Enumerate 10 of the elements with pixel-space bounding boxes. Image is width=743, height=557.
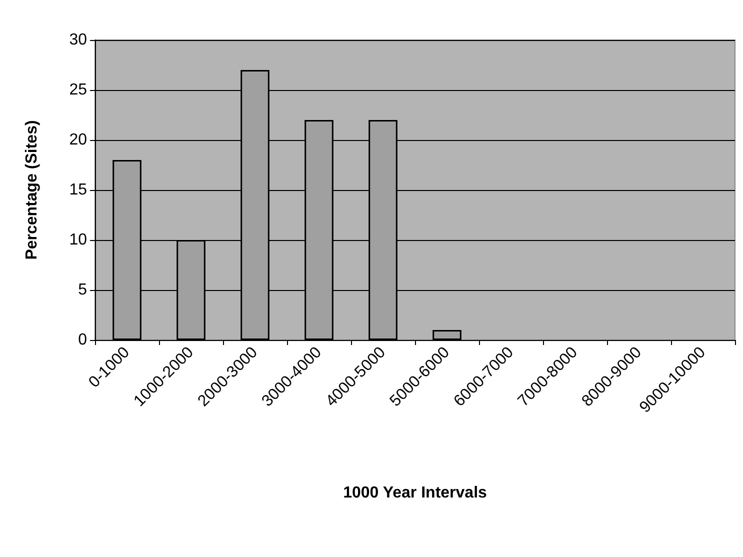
x-axis-title: 1000 Year Intervals bbox=[343, 484, 488, 502]
y-tick-label: 25 bbox=[69, 82, 88, 98]
y-tick-label: 20 bbox=[69, 132, 88, 148]
y-tick-label: 30 bbox=[69, 32, 88, 48]
bar bbox=[432, 330, 462, 340]
y-tick-label: 5 bbox=[78, 282, 88, 298]
y-axis-title: Percentage (Sites) bbox=[24, 120, 40, 260]
y-tick-label: 15 bbox=[69, 182, 88, 198]
y-tick-label: 10 bbox=[69, 232, 88, 248]
y-tick-label: 0 bbox=[78, 332, 88, 348]
